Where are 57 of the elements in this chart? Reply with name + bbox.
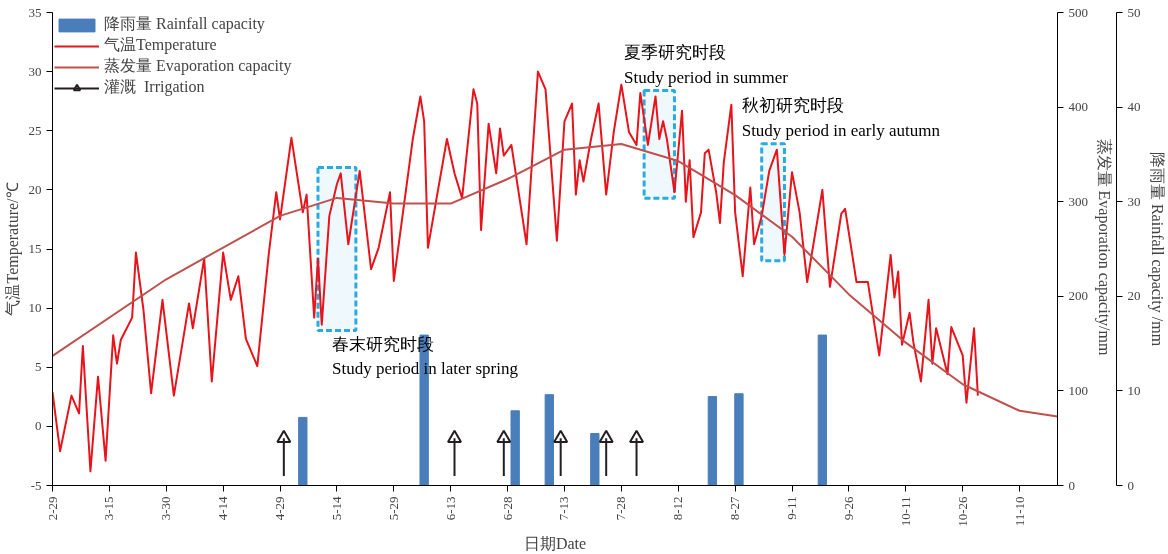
y3-tick-label: 50 <box>1127 4 1141 20</box>
x-tick-label: 9-26 <box>840 496 856 521</box>
y3-tick-label: 10 <box>1127 382 1141 398</box>
legend-label: 灌溉 Irrigation <box>104 77 205 98</box>
x-tick-label: 9-11 <box>784 496 800 520</box>
x-tick-label: 6-28 <box>499 496 515 521</box>
x-tick-label: 10-26 <box>954 496 970 527</box>
y2-axis-title: 蒸发量 Evaporation capacity/mm <box>1095 138 1113 356</box>
y3-tick-label: 30 <box>1127 193 1141 209</box>
x-tick-label: 5-29 <box>385 496 401 521</box>
x-tick-label: 2-29 <box>44 496 60 521</box>
bar <box>817 334 828 486</box>
legend-label: 蒸发量 Evaporation capacity <box>104 56 292 77</box>
y-tick-label: -5 <box>30 477 42 493</box>
x-tick-label: 8-27 <box>727 496 743 521</box>
y-tick-label: 30 <box>28 63 42 79</box>
y-tick-label: 0 <box>35 418 42 434</box>
x-tick-label: 4-29 <box>272 496 288 521</box>
x-tick-label: 4-14 <box>215 496 231 521</box>
y2-tick-label: 200 <box>1068 288 1088 304</box>
band-label: 夏季研究时段 Study period in summer <box>624 42 789 87</box>
y2-tick-label: 0 <box>1068 477 1075 493</box>
legend-label: 降雨量 Rainfall capacity <box>104 14 265 35</box>
y2-tick-label: 300 <box>1068 193 1088 209</box>
bar <box>298 416 308 486</box>
y-tick-label: 5 <box>35 359 42 375</box>
y-tick-label: 10 <box>28 300 42 316</box>
x-tick-label: 3-15 <box>101 496 117 521</box>
y-tick-label: 25 <box>28 122 42 138</box>
x-tick-label: 10-11 <box>897 496 913 527</box>
x-tick-label: 8-12 <box>670 496 686 521</box>
band-label: 秋初研究时段 Study period in early autumn <box>741 96 941 140</box>
bar <box>590 432 600 486</box>
y-tick-label: 20 <box>28 181 42 197</box>
x-axis-title: 日期Date <box>523 534 587 552</box>
y-tick-label: 15 <box>28 241 42 256</box>
y2-tick-label: 400 <box>1068 99 1088 115</box>
y-tick-label: 35 <box>28 4 42 20</box>
bar <box>510 410 520 486</box>
y2-tick-label: 100 <box>1068 382 1088 398</box>
y2-tick-label: 500 <box>1068 4 1088 20</box>
y3-tick-label: 20 <box>1127 288 1141 304</box>
y-axis-title: 气温Temperature/℃ <box>3 182 22 316</box>
bar <box>544 394 554 486</box>
x-tick-label: 7-13 <box>556 496 572 521</box>
x-tick-label: 5-14 <box>328 496 344 521</box>
legend-label: 气温Temperature <box>104 35 217 56</box>
x-tick-label: 11-10 <box>1011 496 1027 527</box>
line-series <box>52 142 1058 418</box>
y3-tick-label: 40 <box>1127 99 1141 115</box>
x-tick-label: 7-28 <box>613 496 629 521</box>
bar <box>707 396 718 486</box>
y3-tick-label: 0 <box>1127 477 1134 493</box>
y3-axis-title: 降雨量 Rainfall capacity /mm <box>1147 151 1166 347</box>
x-tick-label: 6-13 <box>442 496 458 521</box>
bar <box>734 393 744 486</box>
x-tick-label: 3-30 <box>158 496 174 521</box>
